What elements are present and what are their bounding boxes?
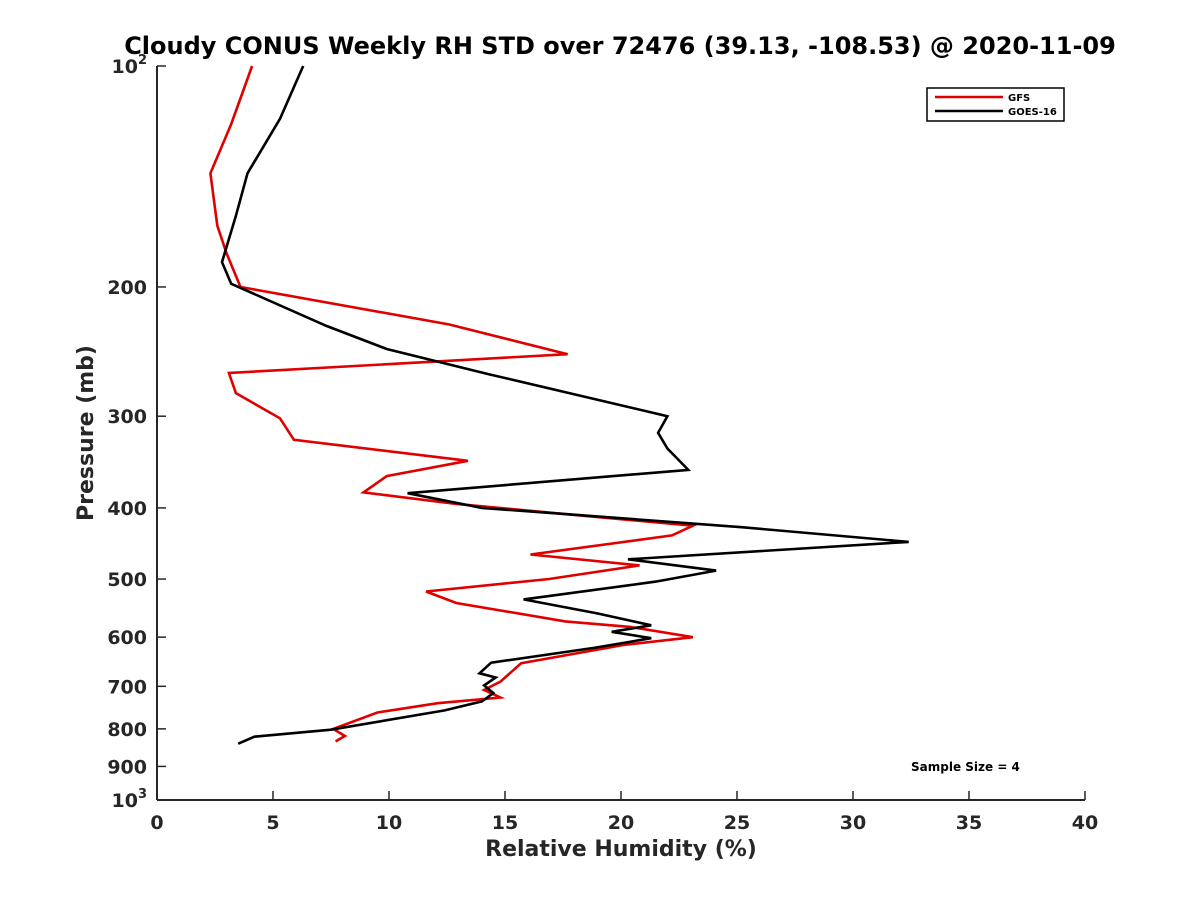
- y-ticks: 102 200 300 400 500 600 700 800 900 103: [107, 53, 166, 812]
- x-tick-label: 0: [150, 812, 163, 834]
- x-tick-label: 5: [266, 812, 279, 834]
- x-tick-label: 40: [1072, 812, 1098, 834]
- legend-label-goes16: GOES-16: [1008, 107, 1057, 118]
- y-tick-label: 200: [107, 277, 147, 299]
- x-tick-label: 25: [724, 812, 750, 834]
- x-tick-label: 15: [492, 812, 518, 834]
- y-tick-label: 900: [107, 756, 147, 778]
- y-tick-label: 600: [107, 627, 147, 649]
- y-tick-label: 103: [112, 787, 148, 812]
- y-tick-label: 102: [112, 53, 148, 78]
- x-tick-label: 10: [376, 812, 402, 834]
- y-tick-label: 700: [107, 676, 147, 698]
- axes-background: [157, 66, 1085, 800]
- y-tick-label: 400: [107, 498, 147, 520]
- plot-area: 0 5 10 15 20 25 30 35 40 102 200 300 400 500 600 700 80…: [107, 53, 1098, 834]
- x-ticks: 0 5 10 15 20 25 30 35 40: [150, 791, 1098, 834]
- x-tick-label: 30: [840, 812, 866, 834]
- chart-title: Cloudy CONUS Weekly RH STD over 72476 (3…: [124, 32, 1116, 60]
- y-tick-label: 800: [107, 719, 147, 741]
- y-tick-label: 500: [107, 569, 147, 591]
- legend: GFS GOES-16: [926, 87, 1065, 122]
- legend-label-gfs: GFS: [1008, 93, 1030, 104]
- series-line-goes16: [220, 65, 909, 745]
- legend-box: [926, 87, 1065, 122]
- x-tick-label: 20: [608, 812, 634, 834]
- x-axis-label: Relative Humidity (%): [485, 837, 757, 862]
- sample-size-annotation: Sample Size = 4: [911, 760, 1020, 774]
- y-axis-label: Pressure (mb): [74, 345, 99, 521]
- y-tick-label: 300: [107, 406, 147, 428]
- x-tick-label: 35: [956, 812, 982, 834]
- series-line-gfs: [209, 65, 698, 743]
- series-layer: [209, 65, 909, 745]
